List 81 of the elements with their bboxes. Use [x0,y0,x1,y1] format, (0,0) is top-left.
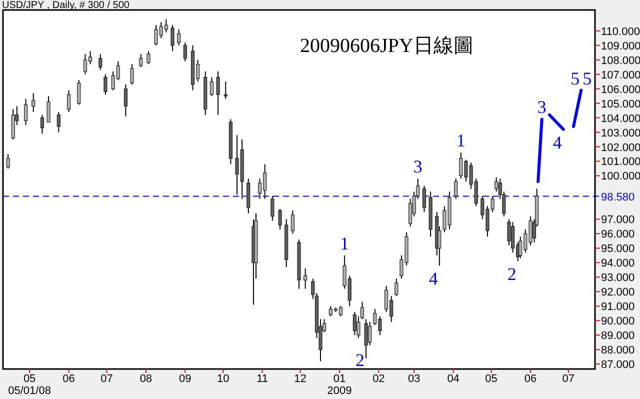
x-tick-label: 08 [140,373,152,385]
candlestick [290,210,294,234]
candlestick [216,70,220,116]
y-tick-label: 110.000 [601,26,640,38]
candlestick [6,154,10,169]
candlestick [394,278,398,296]
x-tick-label: 02 [372,373,385,385]
candlestick [177,28,181,46]
candlestick [352,311,356,336]
candlestick [98,54,102,70]
candlestick [32,92,36,112]
y-tick-label: 96.000 [601,228,635,241]
candlestick [454,178,458,200]
candlestick [104,74,108,96]
x-tick-label: 09 [179,373,192,385]
candlestick [146,50,150,65]
candlestick [170,24,174,52]
y-tick-label: 88.000 [601,344,635,357]
y-tick-label: 101.000 [601,156,640,168]
y-tick-label: 91.000 [601,301,635,314]
y-tick-label: 102.000 [601,142,640,154]
text: 20090606JPY日線圖 [300,35,474,57]
x-tick-label: 01 2009 [327,373,352,397]
y-tick-label: 106.000 [601,84,640,96]
candlestick [139,54,143,68]
y-tick-label: 109.000 [601,40,640,52]
y-tick-label: 94.000 [601,258,635,270]
x-tick-label: 05 [485,373,498,385]
candlestick [130,64,134,85]
candlestick [40,114,44,134]
candlestick [224,81,228,100]
annotation: 1 [340,233,350,254]
x-tick-label: 07 [562,373,575,385]
candlestick [183,42,187,62]
candlestick [304,268,308,290]
y-tick-label: 100.000 [601,170,640,183]
candlestick [210,76,214,97]
y-tick-label: 108.000 [601,54,640,67]
x-tick-label: 05 05/01/08 [8,373,51,397]
x-tick-label: 04 [447,373,460,385]
candlestick [364,318,368,359]
candlestick [11,108,15,140]
y-tick-label: 87.000 [601,359,635,372]
candlestick [77,80,81,106]
chart-subtitle: USD/JPY , Daily, # 300 / 500 [2,0,130,11]
annotation: 5 [582,68,592,88]
candlestick [124,84,128,117]
y-tick-label: 97.000 [601,214,635,226]
y-tick-label: 107.000 [601,69,640,82]
ref-line-label: 98.580 [601,191,635,204]
candlestick [67,90,71,112]
x-tick-label: 03 [408,373,420,385]
candlestick [368,322,372,346]
annotation: 3 [537,97,546,118]
y-tick-label: 90.000 [601,316,635,328]
annotation: 1 [456,130,466,151]
y-tick-label: 93.000 [601,272,635,284]
annotation: 4 [552,132,562,152]
candlestick [270,196,274,222]
y-tick-label: 105.000 [601,98,640,110]
x-tick-label: 06 [524,373,537,385]
candlestick [24,98,28,126]
x-tick-label: 10 [216,373,230,385]
x-tick-label: 11 [256,373,268,385]
y-tick-label: 104.000 [601,112,640,125]
annotation: 2 [356,350,365,370]
annotation: 2 [507,264,516,284]
annotation: 3 [413,156,422,177]
y-tick-label: 92.000 [601,286,635,299]
y-tick-label: 95.000 [601,243,635,256]
y-tick-label: 89.000 [601,330,635,342]
x-tick-label: 12 [294,373,306,385]
candlestick [56,111,60,133]
y-tick-label: 103.000 [601,127,640,140]
annotation: 4 [428,268,438,289]
candlestick [422,185,426,212]
x-tick-label: 06 [62,373,75,385]
x-tick-label: 07 [100,373,113,385]
candlestick [46,96,50,123]
annotation: 5 [570,68,580,88]
candlestick [278,208,282,230]
